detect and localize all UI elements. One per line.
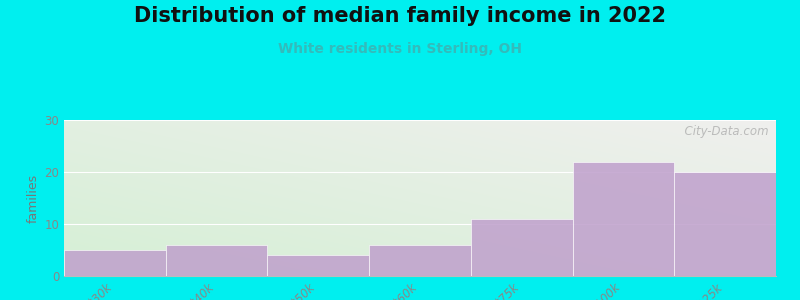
Y-axis label: families: families — [27, 173, 40, 223]
Text: White residents in Sterling, OH: White residents in Sterling, OH — [278, 42, 522, 56]
Bar — [674, 172, 776, 276]
Bar — [64, 250, 166, 276]
Bar — [471, 219, 573, 276]
Bar — [369, 245, 471, 276]
Bar — [573, 162, 674, 276]
Bar — [267, 255, 369, 276]
Text: City-Data.com: City-Data.com — [678, 125, 769, 138]
Text: Distribution of median family income in 2022: Distribution of median family income in … — [134, 6, 666, 26]
Bar — [166, 245, 267, 276]
